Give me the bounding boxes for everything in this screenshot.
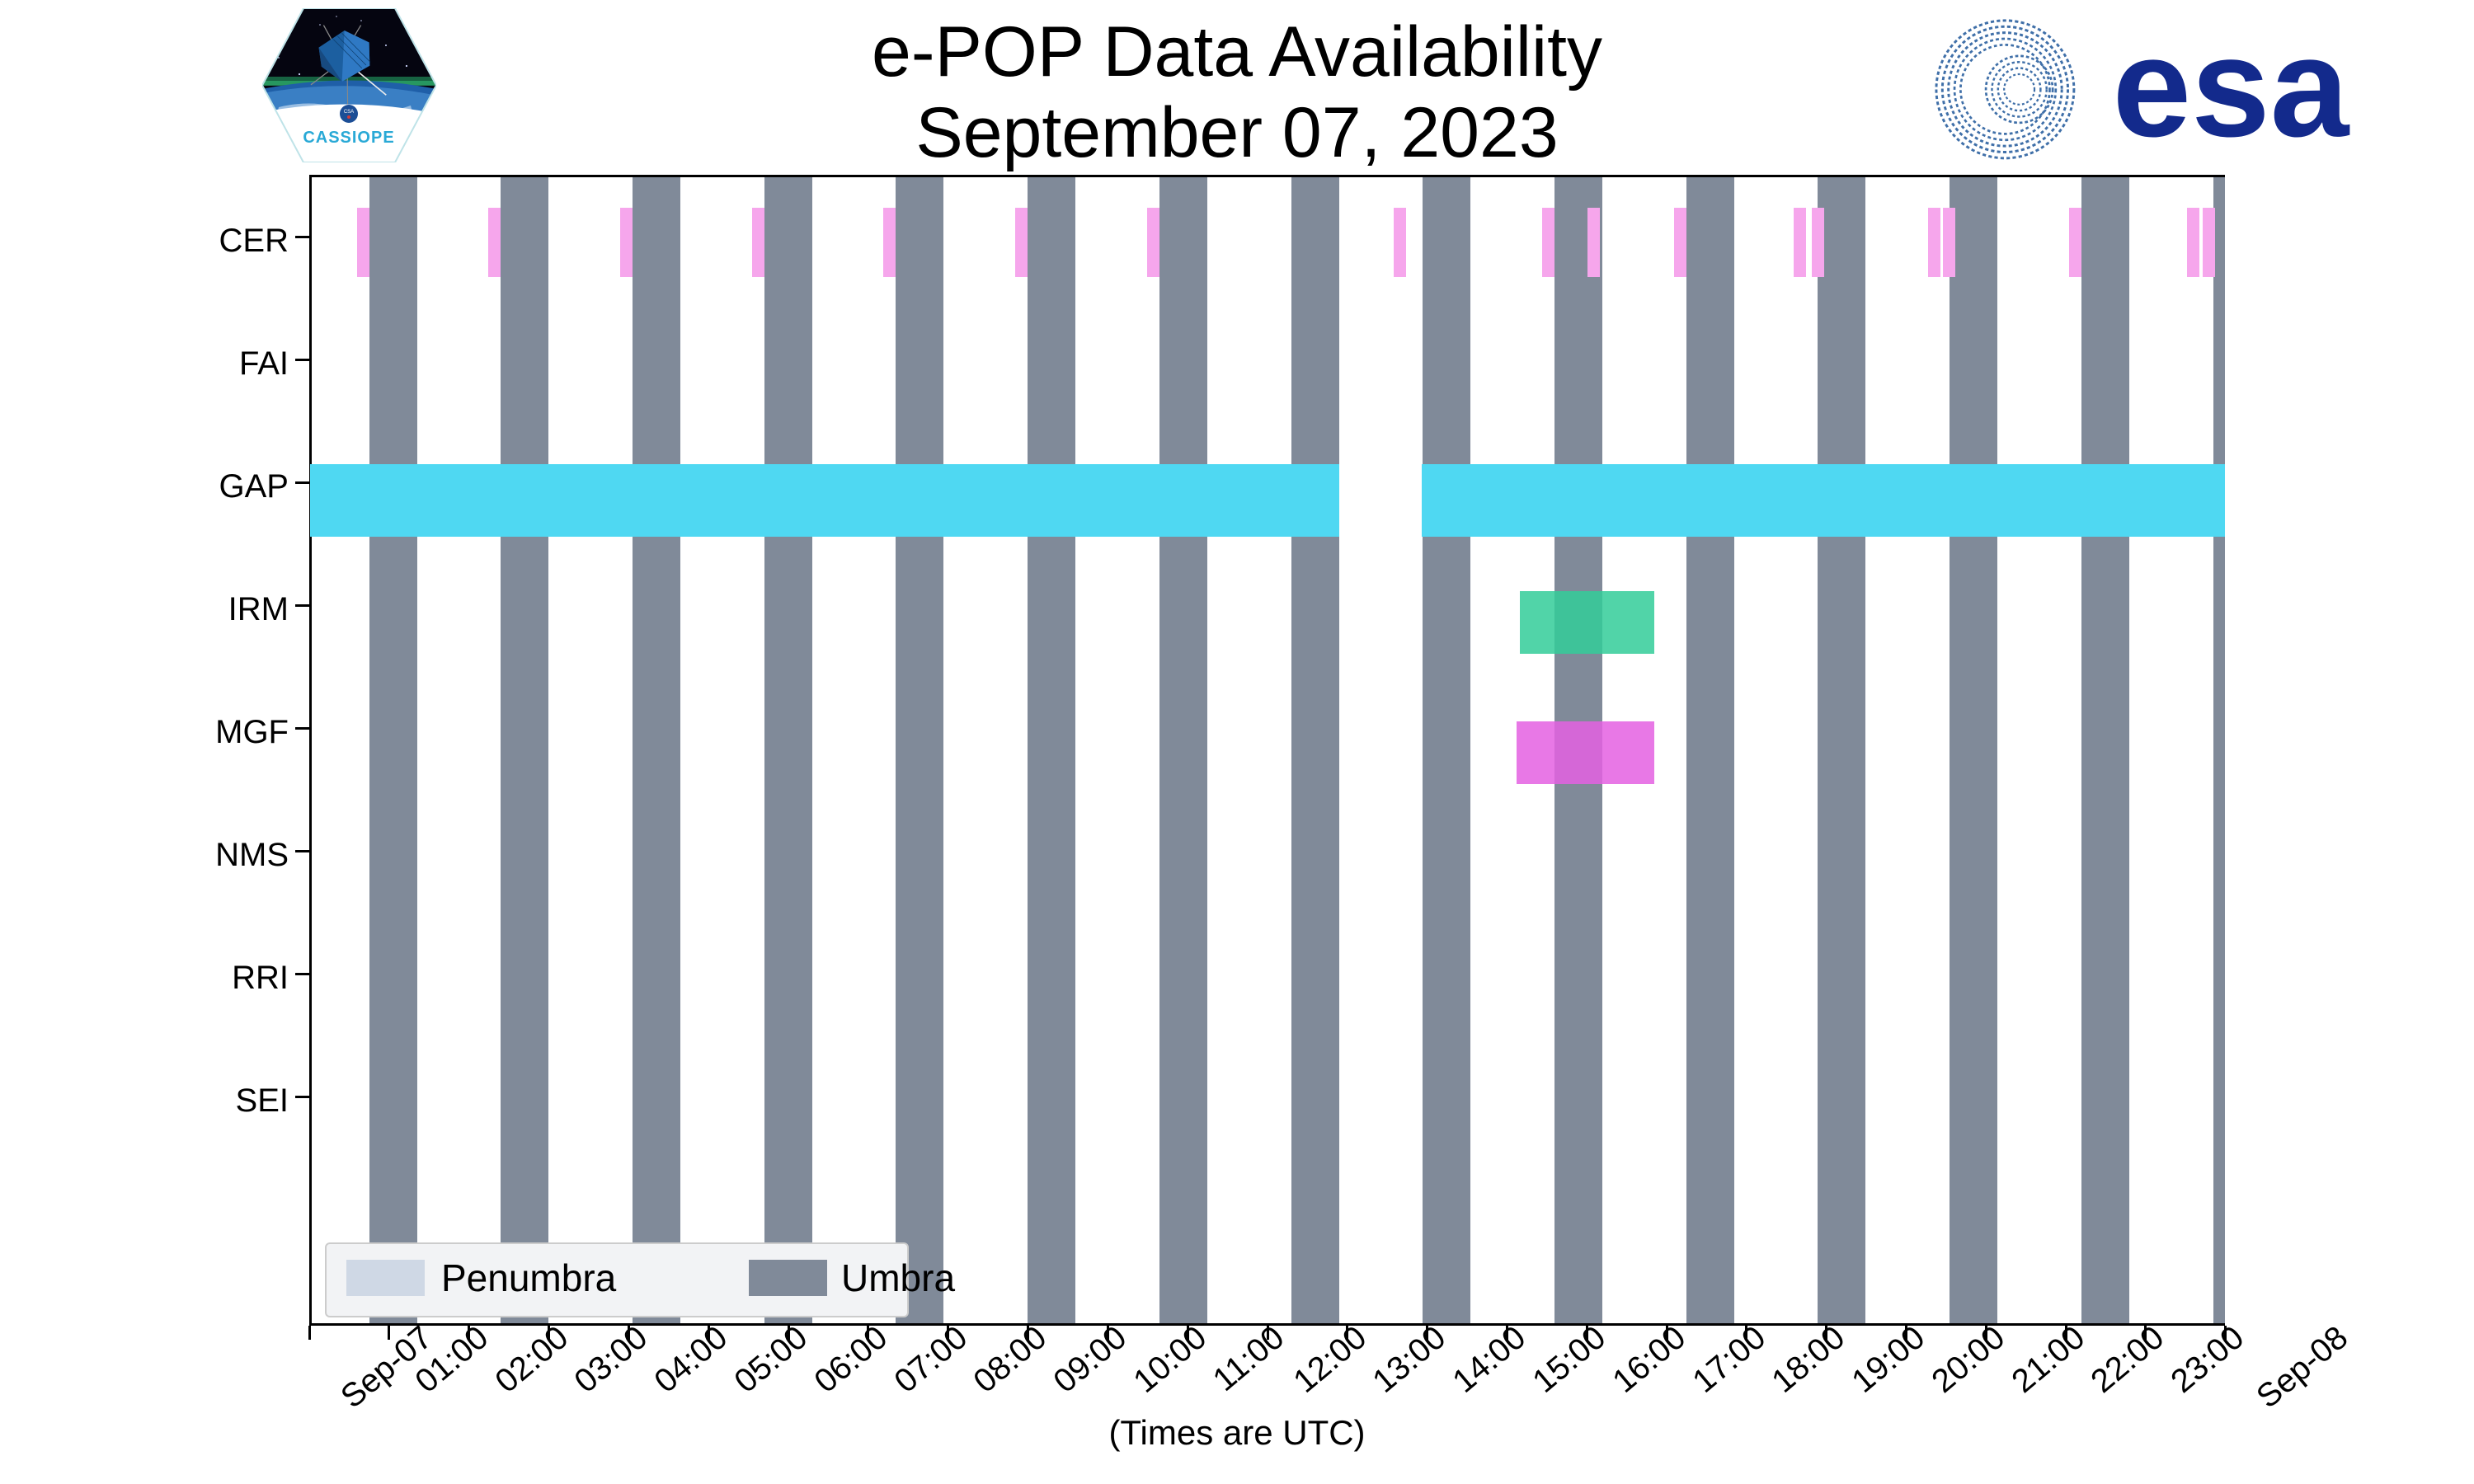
svg-text:esa: esa [2113,16,2350,163]
svg-text:CSA: CSA [344,110,354,115]
svg-text:CASSIOPE: CASSIOPE [303,129,394,147]
